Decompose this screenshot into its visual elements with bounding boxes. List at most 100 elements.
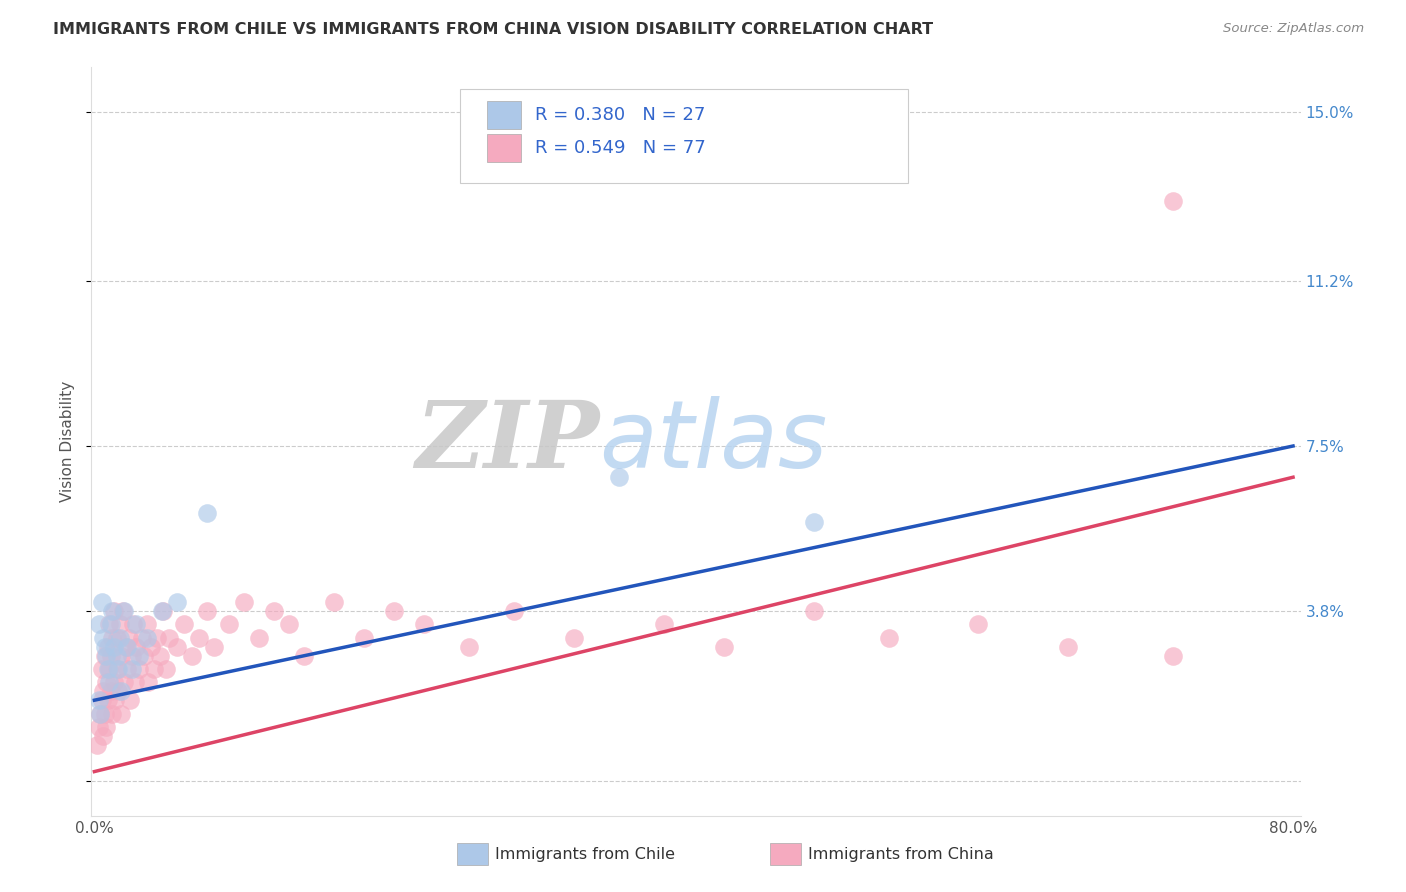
Point: [89, 706, 111, 721]
Bar: [770, 843, 801, 865]
Point: [146, 631, 169, 645]
Point: [413, 617, 436, 632]
Point: [108, 631, 131, 645]
Point: [132, 648, 155, 663]
Text: atlas: atlas: [599, 396, 828, 487]
Point: [149, 648, 172, 663]
Point: [1161, 194, 1184, 208]
Point: [607, 470, 630, 484]
Text: R = 0.380   N = 27: R = 0.380 N = 27: [536, 106, 706, 124]
Point: [125, 617, 148, 632]
Point: [90, 693, 112, 707]
Point: [98, 662, 121, 676]
Point: [105, 662, 128, 676]
Point: [218, 617, 240, 632]
Point: [247, 631, 270, 645]
Point: [263, 604, 285, 618]
Point: [112, 675, 135, 690]
Point: [87, 720, 110, 734]
Point: [93, 631, 115, 645]
Point: [97, 662, 120, 676]
Point: [118, 631, 141, 645]
Point: [173, 617, 195, 632]
Point: [103, 604, 125, 618]
Text: Immigrants from Chile: Immigrants from Chile: [495, 847, 675, 862]
Point: [100, 648, 122, 663]
Point: [89, 706, 111, 721]
Point: [128, 662, 150, 676]
Point: [1161, 648, 1184, 663]
Point: [166, 640, 188, 654]
Point: [131, 631, 153, 645]
Point: [803, 604, 825, 618]
Point: [128, 648, 150, 663]
Text: Source: ZipAtlas.com: Source: ZipAtlas.com: [1223, 22, 1364, 36]
Point: [94, 648, 117, 663]
Point: [121, 648, 143, 663]
Point: [141, 640, 163, 654]
Point: [96, 720, 118, 734]
Point: [107, 684, 129, 698]
Point: [101, 604, 124, 618]
Text: R = 0.549   N = 77: R = 0.549 N = 77: [536, 139, 706, 157]
FancyBboxPatch shape: [486, 134, 520, 162]
Point: [103, 640, 125, 654]
Point: [112, 604, 135, 618]
Point: [135, 617, 157, 632]
Point: [877, 631, 900, 645]
Point: [98, 617, 121, 632]
Point: [803, 515, 825, 529]
Point: [98, 675, 121, 690]
FancyBboxPatch shape: [486, 101, 520, 129]
Point: [94, 706, 117, 721]
Point: [278, 617, 301, 632]
Point: [150, 604, 173, 618]
Point: [195, 604, 218, 618]
Point: [90, 595, 112, 609]
Point: [101, 706, 124, 721]
Point: [188, 631, 211, 645]
Point: [202, 640, 225, 654]
Point: [100, 684, 122, 698]
Text: IMMIGRANTS FROM CHILE VS IMMIGRANTS FROM CHINA VISION DISABILITY CORRELATION CHA: IMMIGRANTS FROM CHILE VS IMMIGRANTS FROM…: [53, 22, 934, 37]
Point: [110, 684, 132, 698]
Point: [122, 617, 145, 632]
Point: [100, 617, 122, 632]
Point: [503, 604, 526, 618]
Point: [152, 604, 174, 618]
Point: [233, 595, 256, 609]
Point: [1057, 640, 1080, 654]
Point: [135, 631, 157, 645]
Point: [136, 675, 159, 690]
Point: [94, 640, 117, 654]
Text: ZIP: ZIP: [415, 397, 599, 486]
Point: [323, 595, 346, 609]
Text: Immigrants from China: Immigrants from China: [808, 847, 994, 862]
Point: [111, 604, 134, 618]
Point: [713, 640, 735, 654]
Point: [97, 693, 120, 707]
Point: [104, 693, 127, 707]
Point: [120, 693, 142, 707]
Point: [117, 662, 139, 676]
Point: [180, 648, 202, 663]
Point: [155, 662, 177, 676]
Y-axis label: Vision Disability: Vision Disability: [60, 381, 76, 502]
Point: [292, 648, 315, 663]
Point: [166, 595, 188, 609]
Point: [101, 631, 124, 645]
Point: [110, 648, 132, 663]
Point: [96, 648, 118, 663]
Point: [90, 662, 112, 676]
Point: [96, 675, 118, 690]
Point: [107, 662, 129, 676]
Point: [967, 617, 990, 632]
Point: [117, 640, 139, 654]
FancyBboxPatch shape: [460, 89, 908, 183]
Point: [103, 675, 125, 690]
Point: [105, 631, 128, 645]
Point: [86, 738, 108, 752]
Point: [458, 640, 481, 654]
Bar: [457, 843, 488, 865]
Point: [143, 662, 166, 676]
